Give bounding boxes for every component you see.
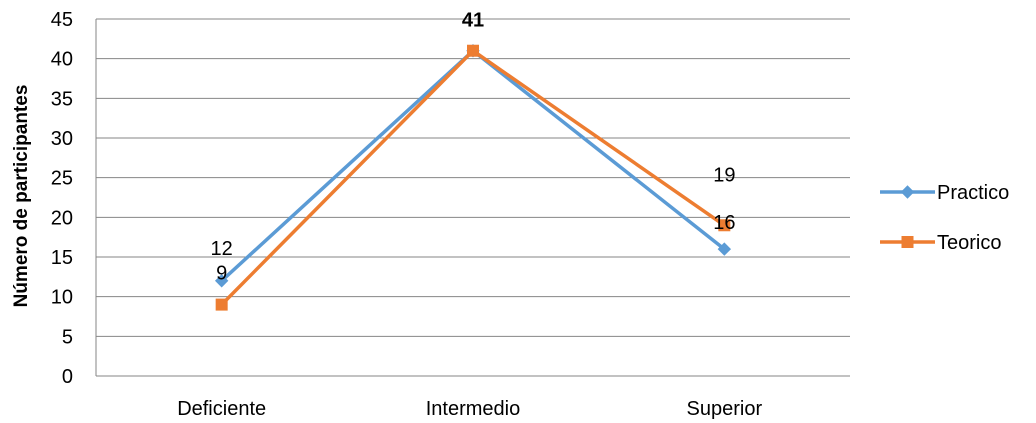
- data-label-teorico: 19: [713, 164, 735, 186]
- x-tick-label: Intermedio: [426, 398, 521, 420]
- y-tick-label: 5: [62, 326, 73, 348]
- y-tick-label: 25: [51, 168, 73, 190]
- data-point-teorico: [215, 298, 228, 311]
- y-tick-label: 0: [62, 366, 73, 388]
- data-point-practico: [717, 242, 732, 256]
- series-line-practico: [220, 48, 726, 283]
- axes: [95, 19, 850, 377]
- data-point-practico: [214, 274, 229, 288]
- data-point-teorico: [467, 44, 479, 57]
- x-axis-tick-labels: Deficiente Intermedio Superior: [177, 398, 762, 420]
- data-labels: 12 16 9 41 19: [211, 10, 736, 285]
- y-tick-label: 30: [51, 128, 73, 150]
- y-tick-label: 10: [51, 287, 73, 309]
- data-label-practico: 16: [713, 212, 735, 234]
- legend: Practico Teorico: [880, 182, 1009, 254]
- series-group: [214, 44, 732, 311]
- data-point-teorico: [718, 219, 731, 232]
- y-tick-label: 40: [51, 49, 73, 71]
- y-axis-tick-labels: 0 5 10 15 20 25 30 35 40 45: [51, 9, 73, 388]
- y-axis-label: Número de participantes: [11, 85, 32, 308]
- data-label-teorico: 41: [462, 10, 484, 32]
- data-label-practico: 12: [211, 238, 233, 260]
- legend-marker-teorico: [901, 236, 914, 248]
- data-label-teorico: 9: [216, 263, 227, 285]
- gridlines: [96, 18, 850, 337]
- legend-label-teorico: Teorico: [937, 232, 1001, 254]
- legend-label-practico: Practico: [937, 182, 1009, 204]
- x-tick-label: Deficiente: [177, 398, 266, 420]
- y-tick-label: 45: [51, 9, 73, 31]
- legend-marker-practico: [900, 185, 915, 199]
- y-tick-label: 20: [51, 207, 73, 229]
- x-tick-label: Superior: [687, 398, 763, 420]
- y-tick-label: 15: [51, 247, 73, 269]
- y-tick-label: 35: [51, 88, 73, 110]
